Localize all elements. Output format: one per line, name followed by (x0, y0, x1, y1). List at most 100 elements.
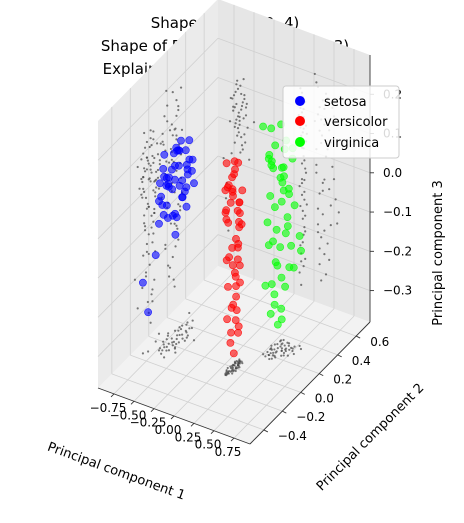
shadow-point-left (165, 160, 168, 163)
shadow-point-back (321, 181, 324, 184)
data-point-versicolor (232, 292, 240, 301)
shadow-point-left (143, 190, 146, 193)
shadow-point-back (233, 141, 236, 144)
shadow-point-back (235, 83, 238, 86)
shadow-point-floor (236, 366, 239, 369)
shadow-point-left (141, 286, 144, 290)
x-tick-mark (150, 408, 155, 412)
shadow-point-left (148, 177, 151, 180)
data-point-virginica (267, 124, 276, 133)
grid-line-y-floor (185, 298, 338, 356)
x-tick-mark (130, 400, 135, 405)
shadow-point-left (151, 241, 154, 244)
shadow-point-back (228, 120, 232, 123)
shadow-point-back (304, 230, 307, 233)
data-point-versicolor (221, 186, 230, 195)
shadow-point-floor (185, 323, 188, 326)
shadow-point-floor (272, 351, 275, 354)
shadow-point-back (239, 151, 242, 154)
shadow-point-floor (279, 339, 283, 342)
shadow-point-floor (177, 341, 180, 344)
x-tick-mark (190, 423, 195, 427)
shadow-point-floor (171, 344, 174, 347)
shadow-point-left (161, 132, 164, 135)
shadow-point-back (227, 229, 230, 232)
data-point-versicolor (227, 328, 235, 337)
shadow-point-back (224, 197, 228, 200)
shadow-point-left (174, 127, 177, 130)
data-point-setosa (144, 308, 152, 317)
y-tick-mark (319, 373, 324, 377)
shadow-point-left (143, 229, 147, 232)
shadow-point-floor (154, 340, 157, 343)
x-tick-label: 0.50 (195, 438, 222, 452)
shadow-point-left (144, 196, 148, 199)
shadow-point-back (234, 90, 237, 93)
shadow-point-left (175, 99, 178, 102)
shadow-point-floor (299, 347, 303, 351)
shadow-point-floor (279, 345, 282, 348)
shadow-point-floor (174, 351, 177, 354)
shadow-point-back (300, 178, 304, 181)
data-point-versicolor (234, 328, 242, 337)
data-point-setosa (190, 179, 198, 188)
shadow-point-back (241, 148, 244, 151)
shadow-point-floor (273, 348, 276, 351)
shadow-point-floor (276, 347, 279, 350)
data-point-virginica (266, 192, 275, 200)
data-point-versicolor (221, 208, 230, 217)
data-point-versicolor (235, 223, 244, 232)
x-tick-mark (230, 437, 235, 442)
legend-marker-setosa (295, 96, 305, 106)
shadow-point-left (176, 227, 179, 230)
shadow-point-floor (173, 347, 177, 350)
legend-label-versicolor: versicolor (324, 115, 388, 130)
shadow-point-left (145, 207, 149, 210)
data-point-versicolor (222, 215, 231, 224)
shadow-point-back (316, 207, 320, 210)
shadow-point-left (173, 285, 176, 288)
shadow-point-floor (146, 350, 150, 353)
shadow-point-left (149, 321, 152, 324)
data-point-versicolor (224, 282, 232, 291)
shadow-point-floor (269, 352, 272, 355)
shadow-point-floor (181, 337, 184, 340)
shadow-point-left (175, 138, 178, 141)
data-point-versicolor (231, 272, 240, 281)
data-point-setosa (138, 278, 147, 287)
data-point-setosa (174, 161, 183, 170)
shadow-point-left (153, 207, 156, 211)
data-point-versicolor (228, 243, 237, 252)
shadow-point-back (240, 108, 243, 111)
shadow-point-back (301, 241, 304, 244)
shadow-point-back (302, 265, 305, 268)
shadow-point-floor (230, 364, 234, 367)
shadow-point-left (177, 105, 180, 108)
x-tick-label: 0.25 (175, 430, 202, 444)
shadow-point-left (143, 170, 147, 173)
shadow-point-left (141, 196, 144, 199)
data-point-virginica (271, 141, 280, 150)
shadow-point-back (230, 152, 233, 155)
data-point-virginica (259, 122, 267, 131)
shadow-point-left (163, 115, 166, 118)
data-point-virginica (285, 263, 294, 272)
data-point-versicolor (235, 261, 244, 270)
data-point-versicolor (231, 316, 240, 324)
data-point-virginica (269, 237, 277, 246)
shadow-point-left (147, 205, 150, 208)
shadow-point-floor (286, 341, 289, 344)
data-point-virginica (267, 280, 276, 288)
shadow-point-back (241, 101, 244, 104)
shadow-point-left (155, 142, 159, 145)
shadow-point-floor (167, 342, 170, 345)
x-tick-mark (170, 415, 175, 420)
shadow-point-back (337, 211, 340, 214)
shadow-point-floor (240, 360, 243, 363)
y-tick-label: 0.6 (370, 335, 389, 349)
shadow-point-left (140, 193, 143, 196)
x-tick-mark (110, 393, 115, 398)
shadow-point-left (154, 195, 157, 198)
shadow-point-left (154, 191, 157, 194)
shadow-point-left (150, 171, 153, 174)
